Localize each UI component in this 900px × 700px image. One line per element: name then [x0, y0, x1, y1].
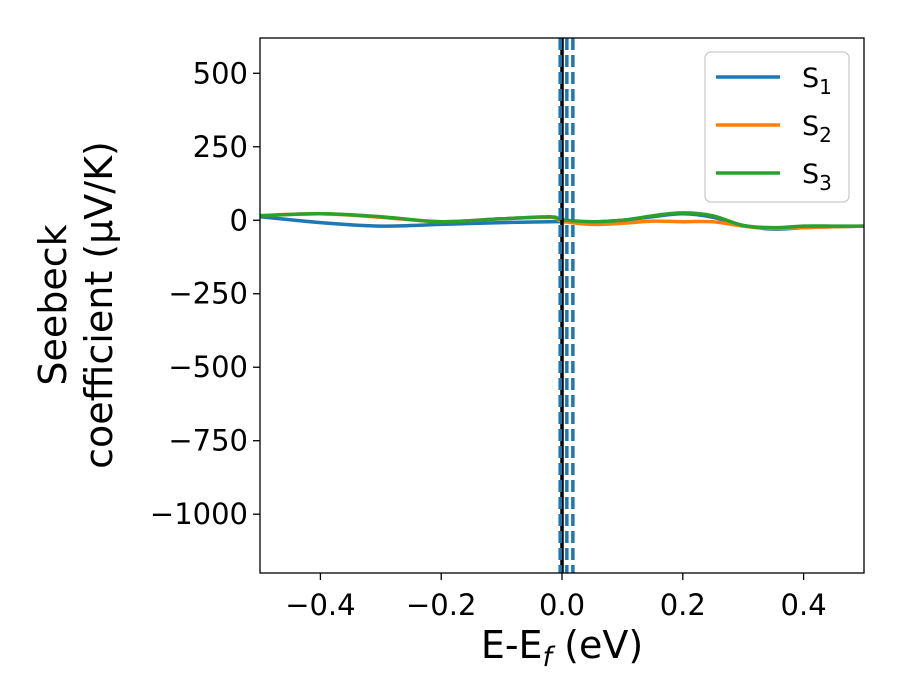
series-line-s3 [260, 211, 864, 230]
x-tick-label: 0.0 [539, 588, 585, 622]
y-axis-title-line2: coefficient (μV/K) [77, 141, 121, 469]
x-tick-label: −0.2 [406, 588, 476, 622]
x-tick-label: −0.4 [285, 588, 355, 622]
legend-label: S1 [802, 63, 832, 99]
x-axis-ticks: −0.4 −0.2 0.0 0.2 0.4 [285, 573, 827, 622]
legend-box [704, 51, 850, 203]
x-axis-title: E-Ef (eV) [481, 623, 643, 673]
x-tick-label: 0.2 [660, 588, 706, 622]
y-tick-label: −250 [168, 277, 248, 311]
y-axis-title-line1: Seebeck [31, 224, 75, 385]
fermi-lines-layer [558, 38, 575, 573]
legend-label: S2 [802, 111, 832, 147]
x-axis-title-main: E-E [481, 623, 543, 667]
y-axis-ticks: 500 250 0 −250 −500 −750 −1000 [150, 56, 260, 531]
x-tick-label: 0.4 [781, 588, 827, 622]
legend: S1 S2 S3 [704, 51, 850, 203]
y-tick-label: 500 [193, 56, 248, 90]
y-tick-label: −500 [168, 350, 248, 384]
x-axis-title-unit: (eV) [552, 623, 643, 667]
y-axis-title: Seebeck coefficient (μV/K) [31, 141, 121, 469]
y-tick-label: 250 [193, 130, 248, 164]
y-tick-label: −1000 [150, 497, 248, 531]
legend-label: S3 [802, 159, 832, 195]
y-tick-label: 0 [230, 203, 248, 237]
series-layer [260, 211, 864, 231]
y-tick-label: −750 [168, 424, 248, 458]
